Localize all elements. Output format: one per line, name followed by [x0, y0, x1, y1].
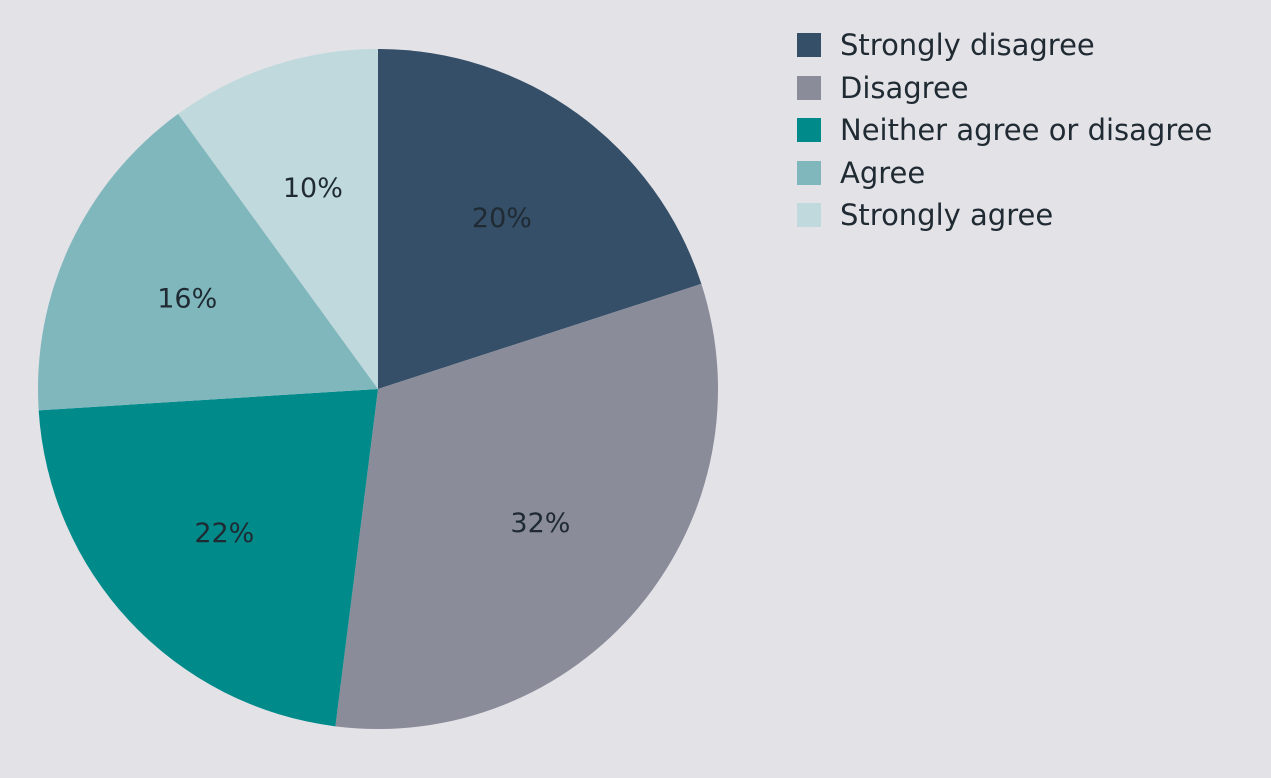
legend-label: Disagree — [840, 70, 969, 105]
pie-slice-neither-agree-or-disagree — [38, 389, 379, 727]
legend-item: Disagree — [797, 67, 1212, 110]
legend-item: Strongly agree — [797, 194, 1212, 237]
legend-label: Agree — [840, 155, 926, 190]
legend-swatch — [797, 75, 821, 100]
pie-slice-value-label: 32% — [510, 508, 570, 539]
legend-label: Strongly disagree — [840, 28, 1095, 63]
legend-swatch — [797, 33, 821, 58]
pie-slice-disagree — [335, 283, 718, 729]
pie-slice-strongly-disagree — [378, 49, 702, 389]
legend-swatch — [797, 160, 821, 185]
chart-legend: Strongly disagree Disagree Neither agree o… — [797, 24, 1212, 237]
pie-slice-strongly-agree — [178, 49, 378, 389]
legend-swatch — [797, 118, 821, 143]
pie-slice-labels: 20% 32% 22% 16% 10% — [157, 173, 570, 549]
pie-slice-value-label: 20% — [472, 203, 532, 234]
legend-item: Agree — [797, 152, 1212, 195]
pie-slice-agree — [38, 113, 378, 411]
pie-slice-value-label: 10% — [283, 173, 343, 204]
legend-swatch — [797, 203, 821, 228]
legend-label: Neither agree or disagree — [840, 113, 1213, 148]
pie-slices — [38, 49, 718, 729]
pie-slice-value-label: 16% — [157, 284, 217, 315]
pie-slice-value-label: 22% — [194, 518, 254, 549]
legend-item: Neither agree or disagree — [797, 109, 1212, 152]
legend-item: Strongly disagree — [797, 24, 1212, 67]
legend-label: Strongly agree — [840, 198, 1054, 233]
